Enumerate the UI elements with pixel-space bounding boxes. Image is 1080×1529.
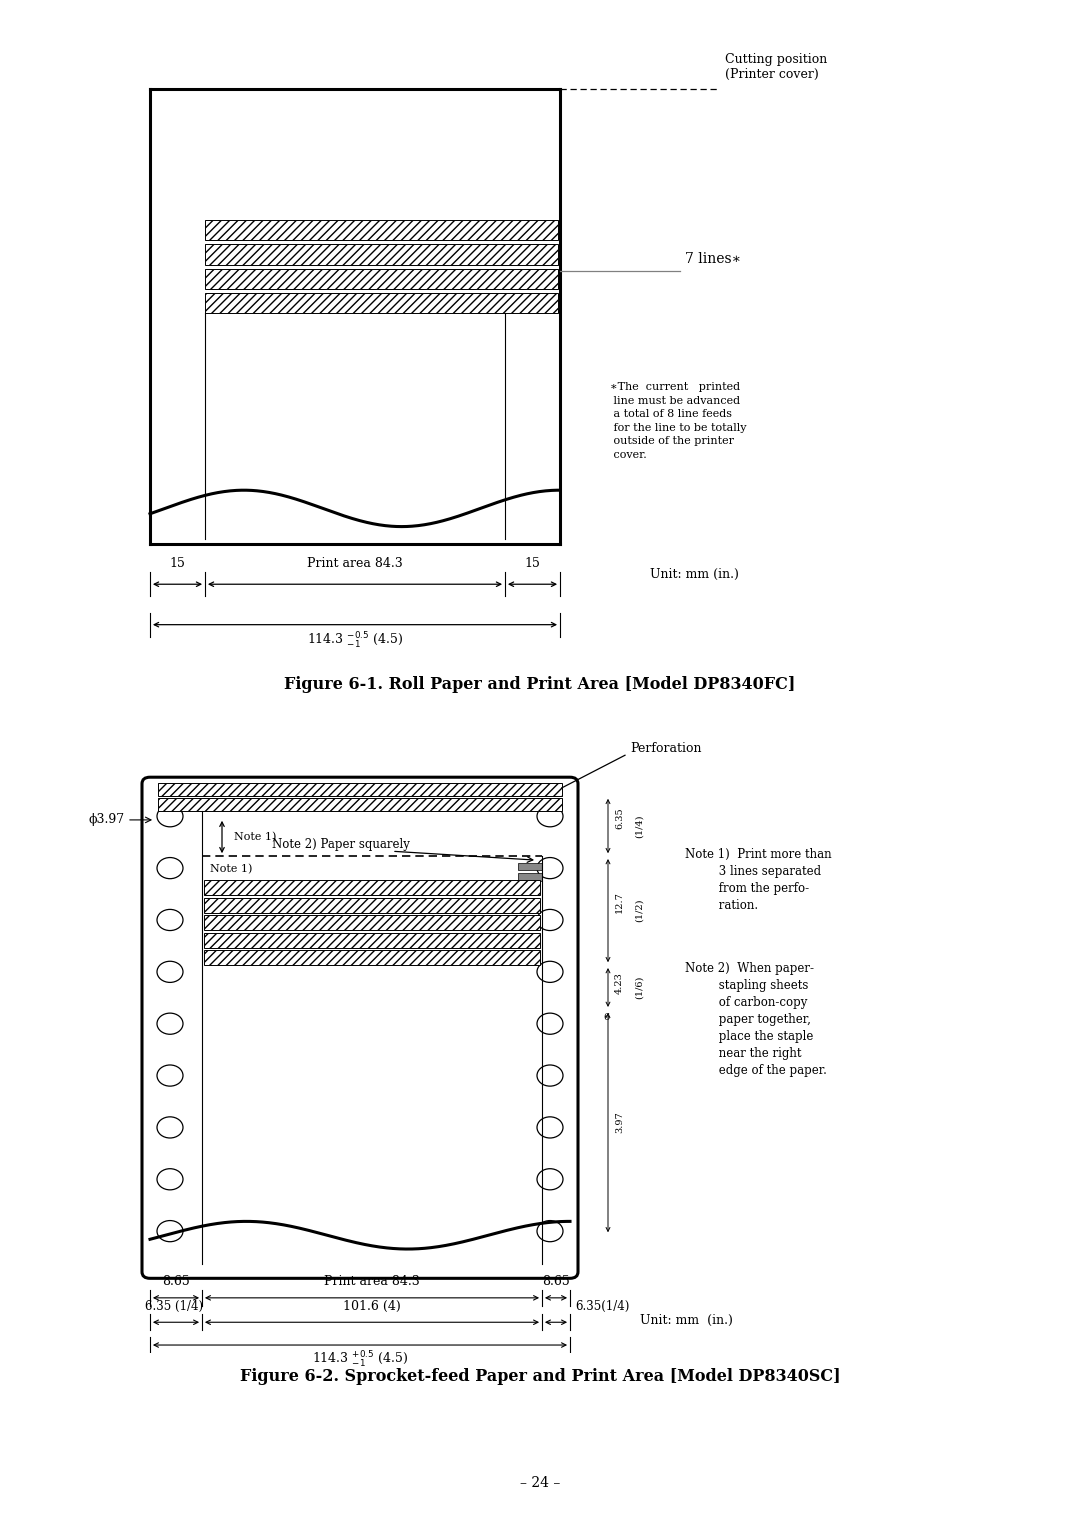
FancyBboxPatch shape — [158, 798, 562, 812]
Text: 6.35(1/4): 6.35(1/4) — [575, 1300, 630, 1312]
Text: 6: 6 — [603, 1014, 609, 1021]
Text: 101.6 (4): 101.6 (4) — [343, 1300, 401, 1312]
Text: 6.35 (1/4): 6.35 (1/4) — [145, 1300, 203, 1312]
FancyBboxPatch shape — [205, 245, 558, 265]
FancyBboxPatch shape — [204, 914, 540, 930]
Text: Unit: mm (in.): Unit: mm (in.) — [650, 567, 739, 581]
Text: – 24 –: – 24 – — [519, 1475, 561, 1491]
Text: 4.23: 4.23 — [615, 972, 624, 994]
FancyBboxPatch shape — [204, 933, 540, 948]
Text: 12.7: 12.7 — [615, 891, 624, 913]
Text: 8.65: 8.65 — [542, 1275, 570, 1287]
Text: Note 2)  When paper-
         stapling sheets
         of carbon-copy
         p: Note 2) When paper- stapling sheets of c… — [685, 962, 827, 1076]
FancyBboxPatch shape — [204, 881, 540, 894]
Text: ∗The  current   printed
 line must be advanced
 a total of 8 line feeds
 for the: ∗The current printed line must be advanc… — [610, 382, 746, 460]
Text: (1/2): (1/2) — [635, 899, 644, 922]
Text: 7 lines∗: 7 lines∗ — [685, 252, 741, 266]
Text: (1/4): (1/4) — [635, 815, 644, 838]
FancyBboxPatch shape — [204, 950, 540, 965]
Text: Unit: mm  (in.): Unit: mm (in.) — [640, 1313, 733, 1327]
FancyBboxPatch shape — [205, 220, 558, 240]
Text: Perforation: Perforation — [630, 742, 702, 755]
FancyBboxPatch shape — [158, 783, 562, 797]
Text: 15: 15 — [170, 557, 186, 570]
Bar — [518, 862, 542, 870]
Text: Note 1)  Print more than
         3 lines separated
         from the perfo-
   : Note 1) Print more than 3 lines separate… — [685, 849, 832, 911]
Text: Print area 84.3: Print area 84.3 — [307, 557, 403, 570]
Text: 114.3 $^{+0.5}_{-1}$ (4.5): 114.3 $^{+0.5}_{-1}$ (4.5) — [312, 1350, 408, 1370]
Bar — [518, 873, 542, 881]
Text: Print area 84.3: Print area 84.3 — [324, 1275, 420, 1287]
Text: 8.65: 8.65 — [162, 1275, 190, 1287]
Text: 3.97: 3.97 — [615, 1112, 624, 1133]
Text: (1/6): (1/6) — [635, 976, 644, 998]
Text: Figure 6-2. Sprocket-feed Paper and Print Area [Model DP8340SC]: Figure 6-2. Sprocket-feed Paper and Prin… — [240, 1368, 840, 1385]
Text: 15: 15 — [525, 557, 540, 570]
Text: Note 1): Note 1) — [234, 832, 276, 842]
Text: ϕ3.97: ϕ3.97 — [89, 813, 125, 826]
FancyBboxPatch shape — [205, 269, 558, 289]
FancyBboxPatch shape — [205, 294, 558, 313]
Text: Cutting position
(Printer cover): Cutting position (Printer cover) — [725, 52, 827, 81]
Text: Note 2) Paper squarely: Note 2) Paper squarely — [272, 838, 410, 852]
FancyBboxPatch shape — [204, 898, 540, 913]
Text: 6.35: 6.35 — [615, 807, 624, 829]
Text: Figure 6-1. Roll Paper and Print Area [Model DP8340FC]: Figure 6-1. Roll Paper and Print Area [M… — [284, 676, 796, 693]
Text: Note 1): Note 1) — [210, 864, 253, 875]
Text: 114.3 $^{-0.5}_{-1}$ (4.5): 114.3 $^{-0.5}_{-1}$ (4.5) — [307, 631, 403, 651]
